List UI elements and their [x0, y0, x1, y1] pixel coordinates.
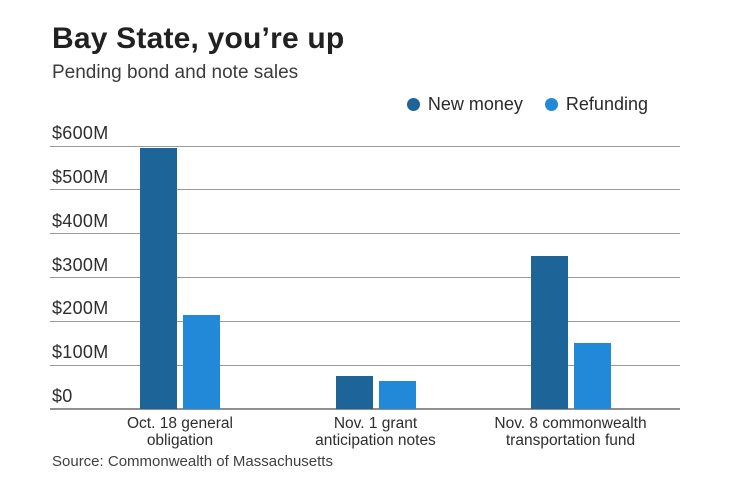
chart-subtitle: Pending bond and note sales [52, 62, 299, 83]
x-axis-category-label: Oct. 18 general obligation [65, 415, 295, 449]
y-axis-tick-label: $500M [52, 166, 109, 187]
y-axis-tick-label: $200M [52, 298, 109, 319]
gridline [50, 233, 680, 235]
bar-refunding [183, 314, 220, 409]
bar-new-money [335, 376, 373, 409]
x-axis-category-label-line: Nov. 8 commonwealth [494, 415, 647, 432]
y-axis-tick-label: $0 [52, 386, 73, 406]
x-axis-category-label-line: obligation [146, 432, 214, 449]
gridline [50, 320, 680, 322]
x-axis-category-label-line: transportation fund [505, 432, 636, 449]
x-axis-category-label: Nov. 8 commonwealth transportation fund [456, 415, 686, 449]
x-axis-category-label: Nov. 1 grant anticipation notes [261, 415, 491, 449]
y-axis-tick-label: $100M [52, 342, 109, 363]
legend-item: New money [406, 93, 523, 115]
gridline [50, 364, 680, 366]
gridline [50, 189, 680, 191]
legend-label: New money [427, 93, 523, 114]
y-axis-tick-label: $300M [52, 254, 109, 275]
y-axis-tick-label: $400M [52, 210, 109, 231]
legend-item: Refunding [544, 93, 648, 115]
y-axis-tick-label: $600M [52, 123, 109, 143]
legend-label: Refunding [565, 93, 648, 114]
chart-title: Bay State, you’re up [52, 22, 345, 55]
bar-refunding [573, 343, 611, 409]
legend: New money Refunding [0, 92, 648, 116]
source-note: Source: Commonwealth of Massachusetts [52, 453, 333, 470]
legend-swatch-icon [544, 97, 558, 111]
x-axis-category-label-line: Oct. 18 general [127, 415, 233, 432]
x-axis-category-label-line: Nov. 1 grant [333, 415, 418, 432]
x-axis-baseline [50, 408, 680, 410]
bar-refunding [378, 380, 416, 409]
bar-new-money [530, 255, 568, 409]
gridline [50, 145, 680, 147]
legend-swatch-icon [406, 97, 420, 111]
x-axis-category-label-line: anticipation notes [315, 432, 436, 449]
bar-new-money [140, 148, 177, 409]
gridline [50, 277, 680, 278]
